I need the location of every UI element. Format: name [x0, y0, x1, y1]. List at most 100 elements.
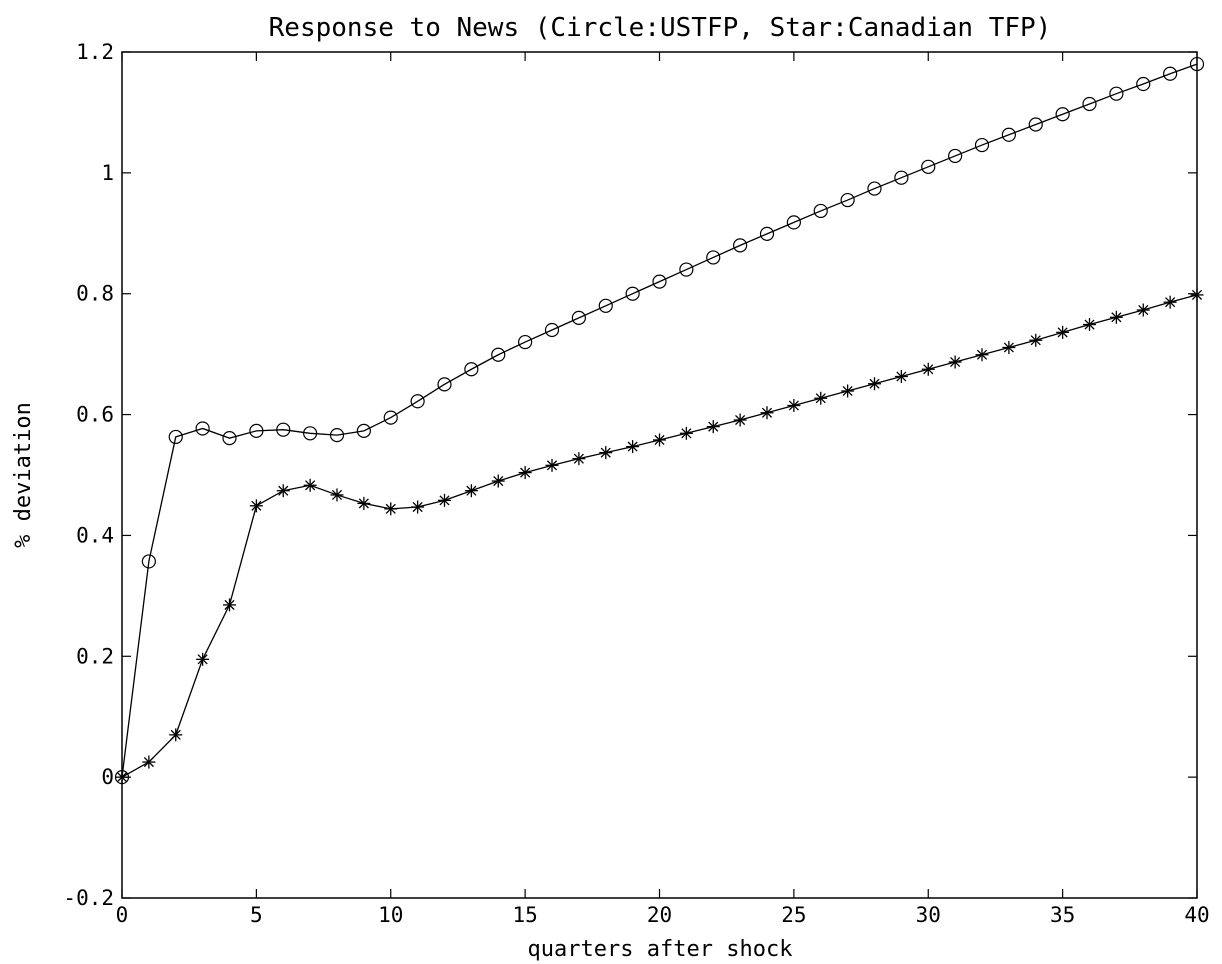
data-point-canadian-tfp [438, 493, 451, 507]
data-point-ustfp [249, 423, 264, 438]
data-point-canadian-tfp [894, 370, 908, 384]
data-point-ustfp [813, 203, 828, 219]
x-axis-label: quarters after shock [528, 937, 793, 962]
data-point-canadian-tfp [384, 502, 398, 516]
y-tick-label: 1 [101, 161, 114, 185]
series-group [114, 56, 1205, 785]
data-point-ustfp [303, 426, 318, 441]
data-point-canadian-tfp [330, 488, 344, 502]
data-point-canadian-tfp [1056, 325, 1070, 339]
data-point-canadian-tfp [626, 440, 640, 454]
data-point-canadian-tfp [1002, 340, 1016, 354]
data-point-canadian-tfp [357, 496, 371, 510]
data-point-ustfp [464, 362, 479, 377]
x-tick-label: 20 [647, 903, 672, 927]
y-tick-label: 0.8 [76, 282, 114, 306]
data-point-canadian-tfp [196, 652, 210, 666]
data-point-canadian-tfp [760, 406, 774, 420]
data-point-canadian-tfp [142, 755, 156, 769]
data-point-ustfp [410, 394, 425, 409]
data-point-ustfp [1082, 96, 1097, 112]
data-point-ustfp [1189, 56, 1205, 72]
data-point-canadian-tfp [303, 478, 317, 492]
y-tick-label: 0.6 [76, 403, 114, 427]
data-point-ustfp [652, 274, 667, 289]
data-point-canadian-tfp [411, 500, 425, 514]
data-point-ustfp [706, 250, 721, 265]
x-tick-label: 30 [916, 903, 941, 927]
data-point-canadian-tfp [223, 598, 236, 612]
data-point-ustfp [544, 322, 560, 338]
data-point-ustfp [168, 429, 183, 445]
data-point-ustfp [867, 181, 882, 196]
data-point-canadian-tfp [545, 458, 559, 472]
data-point-ustfp [276, 422, 291, 437]
x-tick-label: 15 [512, 903, 537, 927]
data-point-ustfp [948, 148, 963, 164]
data-point-ustfp [598, 298, 613, 313]
data-point-ustfp [222, 431, 237, 446]
data-point-canadian-tfp [518, 466, 532, 480]
data-point-ustfp [383, 410, 398, 425]
data-point-canadian-tfp [249, 499, 263, 513]
data-point-ustfp [894, 170, 909, 185]
data-point-ustfp [1163, 66, 1178, 81]
data-point-canadian-tfp [948, 355, 962, 369]
data-point-canadian-tfp [115, 770, 129, 784]
y-tick-label: 0.2 [76, 644, 114, 668]
data-point-canadian-tfp [975, 348, 989, 362]
data-point-ustfp [329, 428, 345, 443]
chart-title: Response to News (Circle:USTFP, Star:Can… [269, 13, 1052, 43]
data-point-canadian-tfp [1136, 303, 1150, 317]
y-tick-label: 1.2 [76, 40, 114, 64]
y-tick-label: 0.4 [76, 523, 114, 547]
series-line-canadian-tfp [121, 294, 1198, 778]
axis-ticks: 0 5 10 15 20 25 30 35 40-0.200.20.40.60.811.2 [63, 40, 1209, 927]
data-point-ustfp [491, 347, 506, 362]
data-point-canadian-tfp [1190, 288, 1204, 302]
data-point-canadian-tfp [679, 426, 693, 440]
data-point-canadian-tfp [276, 484, 290, 498]
data-point-canadian-tfp [491, 474, 505, 488]
data-point-ustfp [1055, 107, 1070, 122]
y-tick-label: 0 [101, 765, 114, 789]
data-point-ustfp [840, 192, 855, 208]
data-point-ustfp [759, 226, 775, 241]
data-point-ustfp [786, 215, 801, 230]
data-point-ustfp [195, 421, 210, 436]
data-point-canadian-tfp [1163, 295, 1177, 309]
data-point-ustfp [974, 137, 990, 153]
data-point-canadian-tfp [814, 391, 828, 405]
data-point-ustfp [356, 423, 371, 438]
data-point-canadian-tfp [572, 452, 586, 466]
data-point-canadian-tfp [169, 728, 183, 742]
x-tick-label: 10 [378, 903, 403, 927]
plot-area-frame [121, 51, 1198, 899]
data-point-ustfp [1001, 127, 1016, 142]
x-tick-label: 5 [250, 903, 263, 927]
data-point-ustfp [437, 377, 452, 392]
data-point-canadian-tfp [706, 420, 720, 434]
y-axis-label: % deviation [11, 402, 36, 548]
data-point-ustfp [625, 286, 640, 301]
data-point-canadian-tfp [1109, 310, 1123, 324]
series-line-ustfp [121, 63, 1198, 778]
data-point-ustfp [1136, 76, 1151, 92]
data-point-ustfp [518, 334, 533, 350]
data-point-ustfp [1109, 86, 1124, 101]
data-point-canadian-tfp [464, 484, 478, 498]
x-tick-label: 25 [781, 903, 806, 927]
data-point-canadian-tfp [787, 399, 801, 413]
data-point-ustfp [679, 262, 694, 277]
x-tick-label: 40 [1184, 903, 1209, 927]
data-point-ustfp [921, 159, 936, 174]
data-point-canadian-tfp [653, 433, 666, 447]
data-point-canadian-tfp [841, 384, 855, 398]
x-tick-label: 35 [1050, 903, 1075, 927]
data-point-canadian-tfp [599, 446, 613, 460]
y-tick-label: -0.2 [63, 886, 114, 910]
data-point-canadian-tfp [868, 377, 881, 391]
data-point-ustfp [1028, 117, 1043, 132]
data-point-ustfp [571, 310, 586, 325]
